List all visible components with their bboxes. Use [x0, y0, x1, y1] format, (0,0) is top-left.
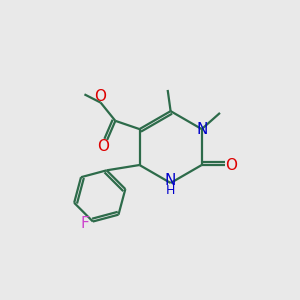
Text: N: N: [165, 173, 176, 188]
Text: O: O: [225, 158, 237, 172]
Text: O: O: [94, 88, 106, 104]
Text: H: H: [166, 184, 175, 197]
Text: O: O: [97, 139, 109, 154]
Text: F: F: [80, 215, 89, 230]
Text: N: N: [196, 122, 207, 136]
